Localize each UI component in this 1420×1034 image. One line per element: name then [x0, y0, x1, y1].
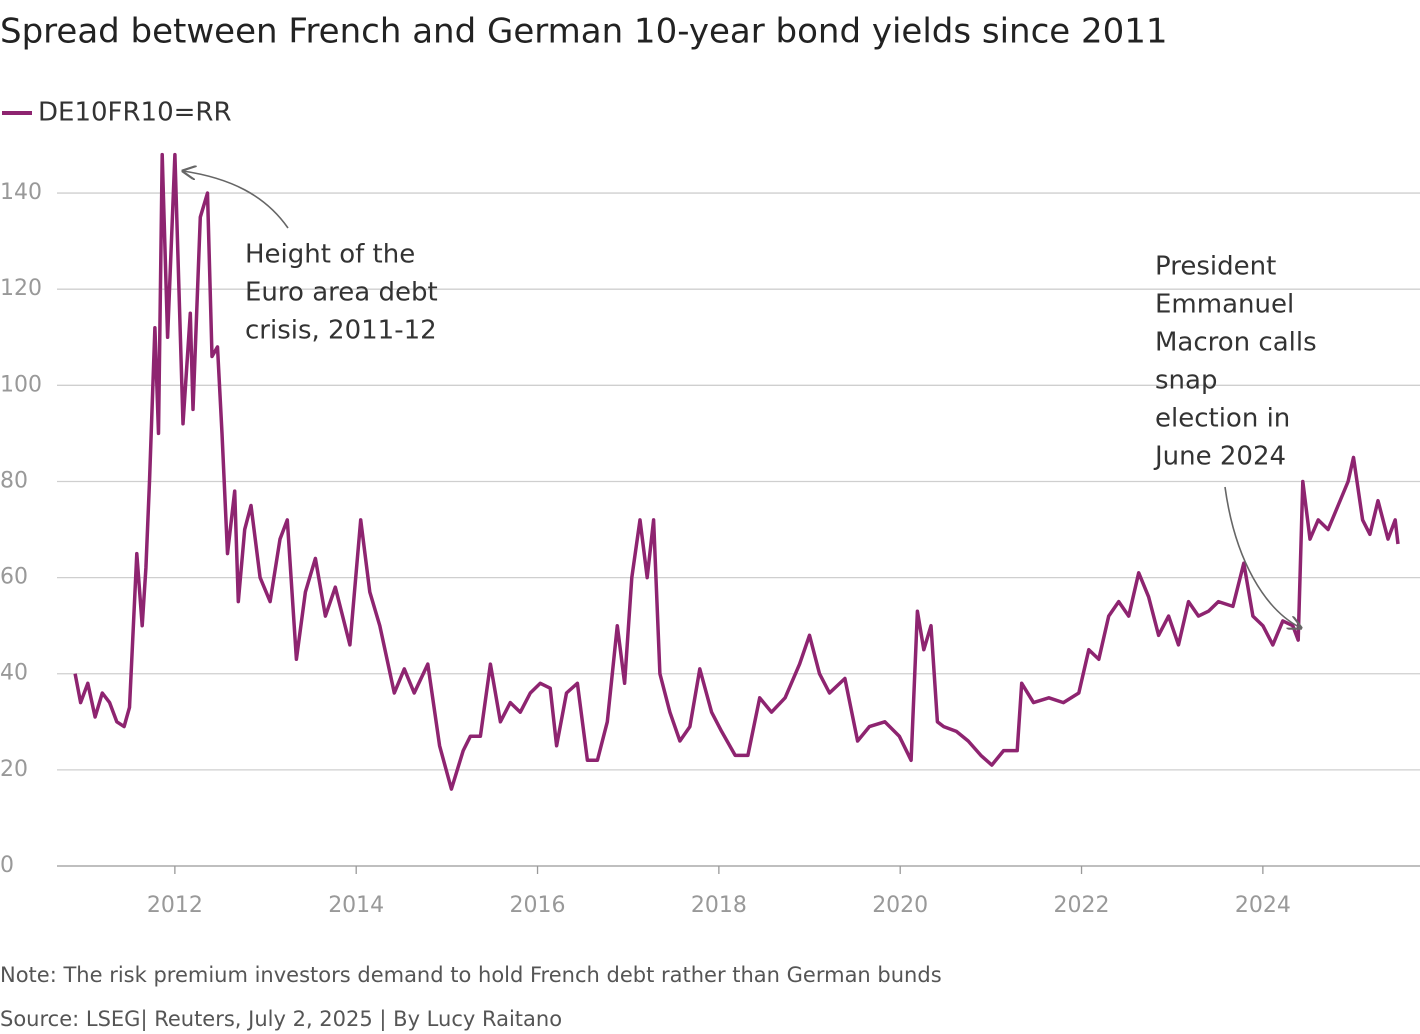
annotations: Height of the Euro area debt crisis, 2011-…	[245, 240, 1317, 472]
annotation-arrow	[1224, 486, 1301, 628]
x-tick-label: 2024	[1235, 893, 1291, 918]
x-tick-label: 2014	[328, 893, 384, 918]
x-tick-label: 2020	[872, 893, 928, 918]
y-tick-label: 100	[0, 372, 42, 397]
y-tick-label: 120	[0, 276, 42, 301]
y-tick-label: 80	[0, 468, 28, 493]
y-tick-label: 20	[0, 757, 28, 782]
annotation-text: Macron calls	[1155, 328, 1317, 358]
annotation-text: snap	[1155, 366, 1217, 396]
annotation-text: crisis, 2011-12	[245, 316, 437, 346]
annotation-text: election in	[1155, 404, 1290, 434]
y-tick-label: 140	[0, 180, 42, 205]
annotation-text: Height of the	[245, 240, 415, 270]
annotation-text: Emmanuel	[1155, 290, 1294, 320]
y-tick-label: 60	[0, 565, 28, 590]
y-tick-label: 0	[0, 853, 14, 878]
source: Source: LSEG| Reuters, July 2, 2025 | By…	[0, 1007, 562, 1032]
data-line	[73, 152, 1400, 791]
x-tick-label: 2016	[510, 893, 566, 918]
note: Note: The risk premium investors demand …	[0, 963, 942, 987]
x-tick-label: 2018	[691, 893, 747, 918]
annotation-text: June 2024	[1153, 442, 1286, 472]
annotation-text: President	[1155, 252, 1276, 282]
plot-area: 0 20 40 60 80 100 120 140 2012 2014 2016 2018 2020 20…	[0, 152, 1420, 918]
annotation-arrow	[183, 171, 289, 229]
y-tick-label: 40	[0, 661, 28, 686]
x-tick-label: 2012	[147, 893, 203, 918]
chart-title: Spread between French and German 10-year…	[0, 12, 1168, 52]
x-tick-label: 2022	[1054, 893, 1110, 918]
annotation-text: Euro area debt	[245, 278, 438, 308]
legend-label: DE10FR10=RR	[38, 98, 232, 128]
